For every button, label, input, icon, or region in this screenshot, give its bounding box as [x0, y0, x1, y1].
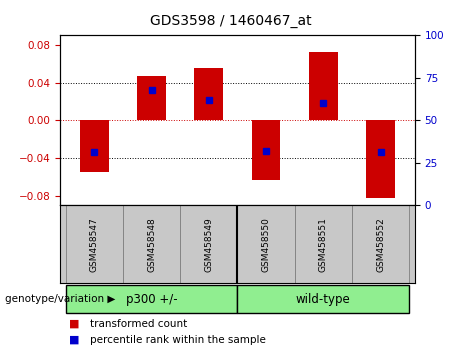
Text: GSM458550: GSM458550	[261, 217, 271, 272]
Text: p300 +/-: p300 +/-	[126, 293, 177, 306]
Bar	[237, 285, 409, 314]
Text: GSM458547: GSM458547	[90, 217, 99, 272]
Text: transformed count: transformed count	[90, 319, 187, 329]
Text: GSM458549: GSM458549	[204, 217, 213, 272]
Bar	[65, 285, 237, 314]
Bar	[237, 205, 295, 283]
Bar	[195, 68, 223, 120]
Bar	[366, 120, 395, 198]
Bar	[180, 205, 237, 283]
Bar	[295, 205, 352, 283]
Text: ■: ■	[69, 319, 80, 329]
Text: GSM458548: GSM458548	[147, 217, 156, 272]
Bar	[80, 120, 109, 172]
Bar	[309, 52, 337, 120]
Text: GSM458552: GSM458552	[376, 217, 385, 272]
Text: ■: ■	[69, 335, 80, 345]
Bar	[137, 76, 166, 120]
Bar	[252, 120, 280, 180]
Text: GSM458551: GSM458551	[319, 217, 328, 272]
Text: GDS3598 / 1460467_at: GDS3598 / 1460467_at	[150, 14, 311, 28]
Text: percentile rank within the sample: percentile rank within the sample	[90, 335, 266, 345]
Text: wild-type: wild-type	[296, 293, 351, 306]
Bar	[352, 205, 409, 283]
Bar	[123, 205, 180, 283]
Bar	[65, 205, 123, 283]
Text: genotype/variation ▶: genotype/variation ▶	[5, 294, 115, 304]
